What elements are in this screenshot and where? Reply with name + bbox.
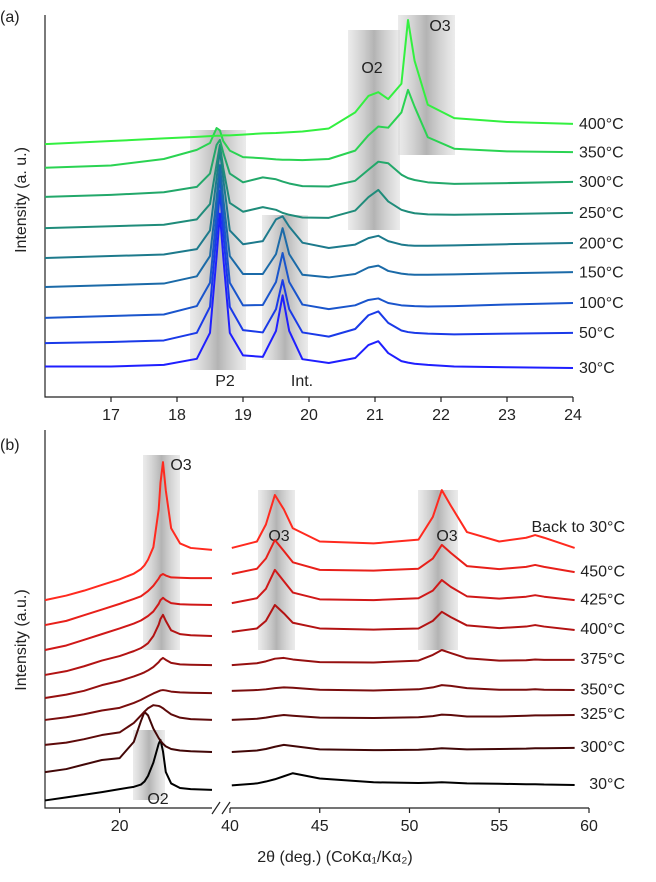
annotation: O2 xyxy=(147,791,168,808)
legend-label: 150°C xyxy=(579,264,624,281)
data-line xyxy=(231,684,575,692)
legend-label: 325°C xyxy=(580,706,625,723)
data-line xyxy=(231,568,575,605)
x-tick-label: 50 xyxy=(401,818,419,835)
x-tick-label: 24 xyxy=(564,407,582,424)
legend-label: 425°C xyxy=(580,591,625,608)
legend-label: 200°C xyxy=(579,235,624,252)
legend-label: 300°C xyxy=(580,739,625,756)
axis-frame xyxy=(44,15,573,398)
data-line xyxy=(231,489,575,549)
data-line xyxy=(231,604,575,633)
annotation: O3 xyxy=(268,528,289,545)
legend-label: 375°C xyxy=(580,651,625,668)
legend-label: 400°C xyxy=(580,621,625,638)
axis-frame xyxy=(44,430,212,809)
x-tick-label: 19 xyxy=(234,407,252,424)
annotation: P2 xyxy=(215,373,235,390)
data-line xyxy=(44,461,213,602)
data-line xyxy=(44,704,213,746)
annotation: Int. xyxy=(291,373,313,390)
x-tick-label: 22 xyxy=(432,407,450,424)
y-axis-label: Intensity (a. u.) xyxy=(13,147,30,253)
data-line xyxy=(44,710,213,774)
annotation: O3 xyxy=(436,528,457,545)
panel-label: (a) xyxy=(0,9,20,26)
legend-label: 250°C xyxy=(579,205,624,222)
peak-band xyxy=(143,455,180,650)
data-line xyxy=(44,164,574,288)
data-line xyxy=(44,689,213,721)
annotation: O3 xyxy=(429,18,450,35)
y-axis-label: Intensity (a.u.) xyxy=(13,589,30,690)
x-axis-label: 2θ (deg.) (CoKα₁/Kα₂) xyxy=(257,849,413,866)
legend-label: 350°C xyxy=(580,681,625,698)
x-tick-label: 55 xyxy=(490,818,508,835)
x-tick-label: 18 xyxy=(168,407,186,424)
legend-label: 30°C xyxy=(589,776,625,793)
legend-label: Back to 30°C xyxy=(531,519,625,536)
axis-break xyxy=(211,801,221,815)
x-tick-label: 23 xyxy=(498,407,516,424)
x-tick-label: 60 xyxy=(580,818,598,835)
axis-break xyxy=(221,801,231,815)
peak-band xyxy=(258,490,295,650)
legend-label: 350°C xyxy=(579,144,624,161)
legend-label: 300°C xyxy=(579,174,624,191)
legend-label: 50°C xyxy=(579,325,615,342)
x-tick-label: 20 xyxy=(300,407,318,424)
data-line xyxy=(44,613,213,676)
x-tick-label: 20 xyxy=(111,818,129,835)
peak-band xyxy=(418,490,458,650)
data-line xyxy=(231,713,575,721)
data-line xyxy=(231,649,575,667)
legend-label: 450°C xyxy=(580,563,625,580)
data-line xyxy=(44,656,213,699)
legend-label: 30°C xyxy=(579,360,615,377)
annotation: O2 xyxy=(361,60,382,77)
data-line xyxy=(45,212,574,369)
data-line xyxy=(44,174,574,319)
legend-label: 100°C xyxy=(579,295,624,312)
data-line xyxy=(44,88,574,169)
data-line xyxy=(44,573,212,627)
data-line xyxy=(44,143,574,230)
x-tick-label: 40 xyxy=(221,818,239,835)
x-tick-label: 45 xyxy=(311,818,329,835)
data-line xyxy=(44,138,574,198)
data-line xyxy=(44,148,574,259)
peak-band xyxy=(398,15,455,155)
legend-label: 400°C xyxy=(579,116,624,133)
x-tick-label: 17 xyxy=(102,407,120,424)
annotation: O3 xyxy=(170,457,191,474)
data-line xyxy=(44,738,213,802)
data-line xyxy=(44,18,574,146)
data-line xyxy=(44,596,213,651)
data-line xyxy=(231,743,575,754)
panel-label: (b) xyxy=(0,437,20,454)
data-line xyxy=(231,539,575,575)
data-line xyxy=(44,189,574,345)
data-line xyxy=(231,772,575,787)
x-tick-label: 21 xyxy=(366,407,384,424)
